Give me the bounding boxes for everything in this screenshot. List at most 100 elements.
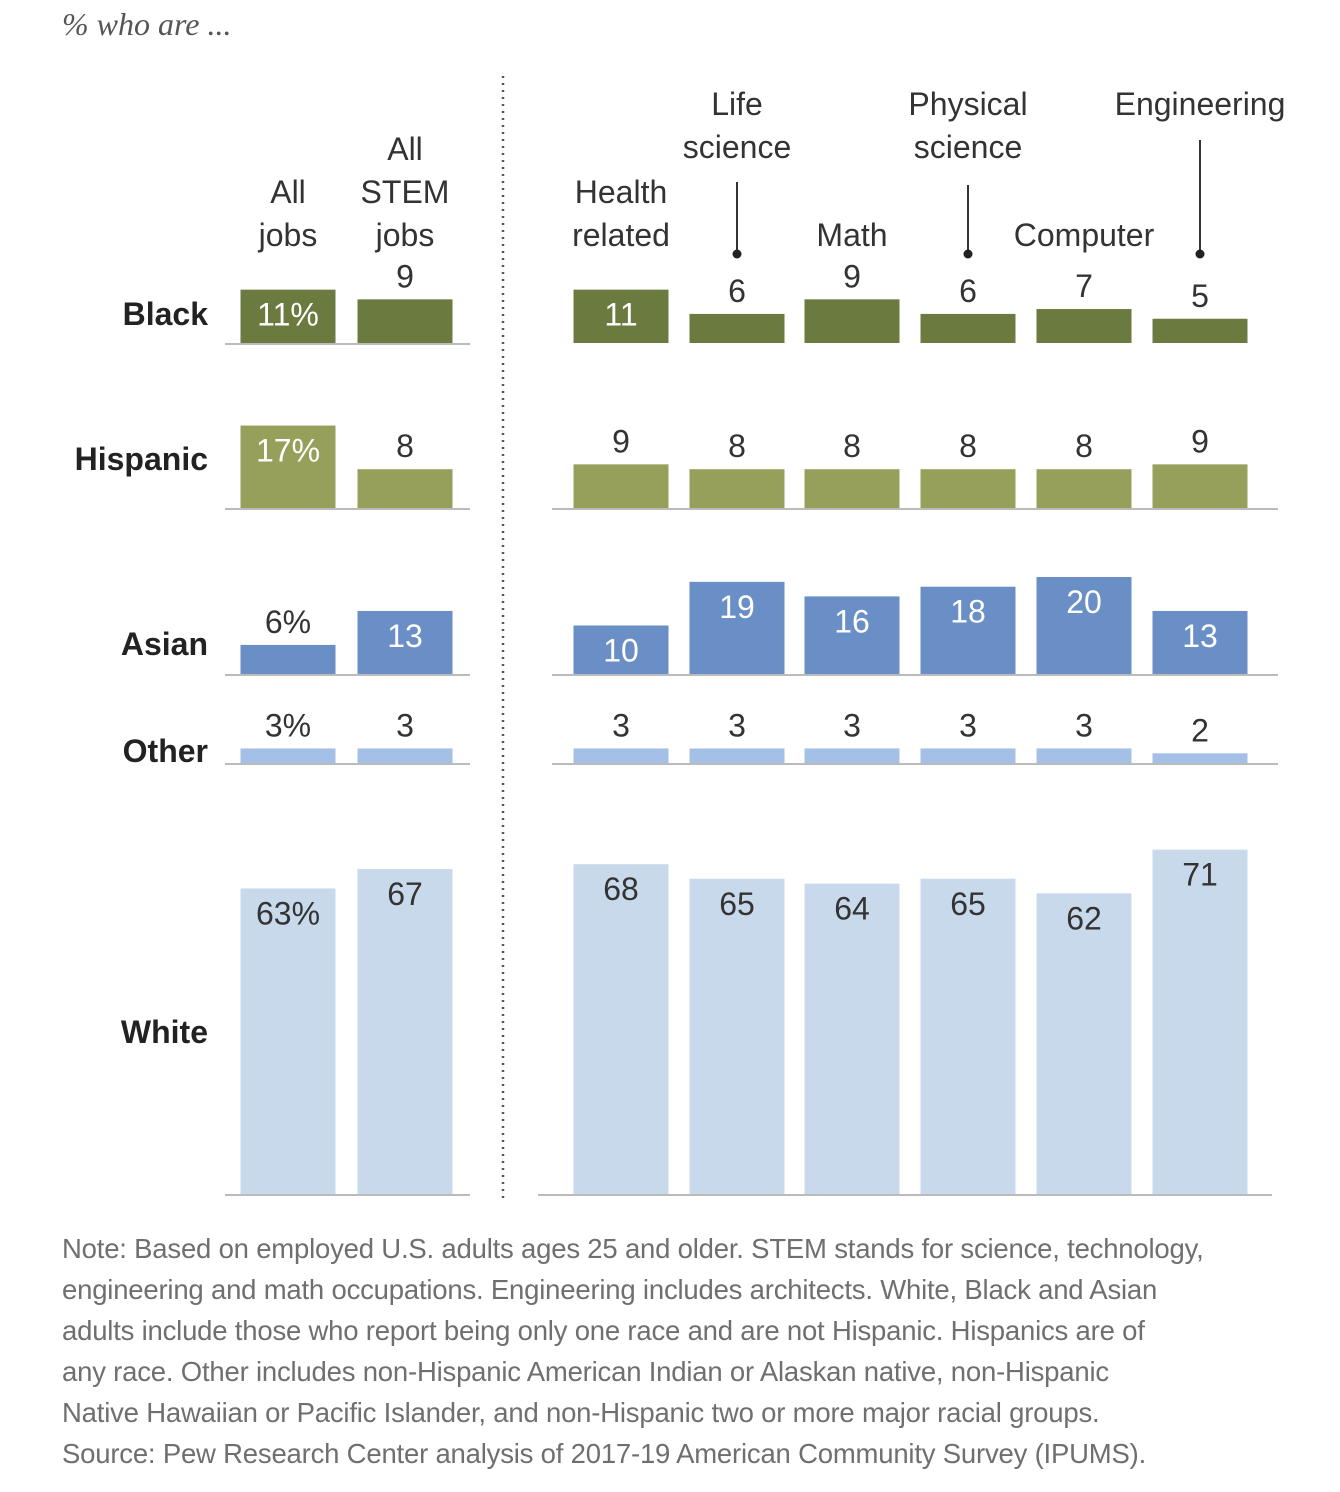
data-label: 3	[728, 707, 746, 743]
data-label: 64	[834, 891, 870, 927]
bar	[804, 748, 900, 763]
category-label: Computer	[1014, 217, 1155, 253]
bar	[804, 299, 900, 343]
row-label: Hispanic	[75, 441, 208, 477]
data-label: 3	[1075, 707, 1093, 743]
data-label: 63%	[256, 895, 320, 931]
bar	[357, 748, 453, 763]
bar	[804, 469, 900, 508]
data-label: 8	[843, 428, 861, 464]
bar	[1036, 748, 1132, 763]
category-label-line: STEM	[361, 174, 450, 210]
data-label: 9	[396, 258, 414, 294]
data-label: 8	[396, 428, 414, 464]
category-label-line: science	[914, 129, 1023, 165]
bar	[240, 748, 336, 763]
data-label: 3	[612, 707, 630, 743]
category-label-line: All	[270, 174, 306, 210]
category-label: Physical science	[908, 86, 1027, 165]
bar	[1036, 577, 1132, 674]
note-line: adults include those who report being on…	[62, 1315, 1145, 1346]
data-label: 20	[1066, 584, 1102, 620]
data-label: 6	[728, 273, 746, 309]
bar	[573, 625, 669, 674]
race-by-stem-occupation-chart: All jobs All STEM jobs Health related Life scien…	[75, 76, 1286, 1200]
data-label: 19	[719, 589, 755, 625]
category-label-line: Math	[816, 217, 887, 253]
bar	[689, 748, 785, 763]
category-label-line: related	[572, 217, 670, 253]
data-label: 71	[1182, 857, 1218, 893]
row-label: White	[121, 1014, 208, 1050]
data-label: 7	[1075, 268, 1093, 304]
data-label: 18	[950, 594, 986, 630]
bar	[1036, 309, 1132, 343]
bar	[573, 289, 669, 343]
bar	[920, 313, 1016, 343]
bar	[357, 869, 453, 1194]
bar	[573, 464, 669, 508]
category-label-line: jobs	[375, 217, 435, 253]
category-label: Engineering	[1115, 86, 1286, 122]
category-label: Math	[816, 217, 887, 253]
data-label: 5	[1191, 278, 1209, 314]
row-black: Black 11% 9 11 6 9 6 7 5	[123, 258, 1248, 345]
bar	[240, 644, 336, 674]
bar	[689, 469, 785, 508]
bar	[1152, 318, 1248, 343]
category-label: All jobs	[258, 174, 318, 253]
data-label: 13	[1182, 618, 1218, 654]
category-label: Health related	[572, 174, 670, 253]
bar	[573, 864, 669, 1194]
row-white: White 63% 67 68 65 64 65 62 71	[121, 849, 1272, 1196]
data-label: 8	[1075, 428, 1093, 464]
bar	[920, 878, 1016, 1194]
bar	[1036, 893, 1132, 1194]
row-label: Asian	[121, 626, 208, 662]
bar	[573, 748, 669, 763]
bar	[357, 299, 453, 343]
subtitle: % who are ...	[62, 6, 232, 42]
category-label-line: Engineering	[1115, 86, 1286, 122]
category-label-line: Health	[575, 174, 668, 210]
bar	[1036, 469, 1132, 508]
data-label: 9	[612, 423, 630, 459]
data-label: 65	[719, 886, 755, 922]
row-other: Other 3% 3 3 3 3 3 3 2	[123, 707, 1278, 769]
bar	[357, 610, 453, 674]
data-label: 62	[1066, 900, 1102, 936]
category-label-line: Life	[711, 86, 763, 122]
data-label: 68	[603, 871, 639, 907]
data-label: 16	[834, 603, 870, 639]
note-line: any race. Other includes non-Hispanic Am…	[62, 1356, 1109, 1387]
data-label: 65	[950, 886, 986, 922]
row-hispanic: Hispanic 17% 8 9 8 8 8 8 9	[75, 423, 1278, 510]
data-label: 13	[387, 618, 423, 654]
leader-dot	[1195, 249, 1205, 259]
leader-dot	[963, 249, 973, 259]
bar	[1152, 464, 1248, 508]
bar	[804, 596, 900, 674]
row-label: Black	[123, 296, 209, 332]
data-label: 3	[396, 707, 414, 743]
note-line: Source: Pew Research Center analysis of …	[62, 1438, 1147, 1469]
category-label: All STEM jobs	[361, 131, 450, 253]
category-label-line: Physical	[908, 86, 1027, 122]
data-label: 6%	[265, 604, 311, 640]
category-label-line: Computer	[1014, 217, 1155, 253]
data-label: 9	[1191, 423, 1209, 459]
category-label-line: science	[683, 129, 792, 165]
note-line: engineering and math occupations. Engine…	[62, 1274, 1158, 1305]
note-line: Note: Based on employed U.S. adults ages…	[62, 1233, 1204, 1264]
bar	[920, 469, 1016, 508]
bar	[1152, 849, 1248, 1194]
leader-dot	[732, 249, 742, 259]
data-label: 11%	[257, 297, 319, 333]
bar	[240, 425, 336, 508]
data-label: 10	[603, 633, 639, 669]
data-label: 9	[843, 258, 861, 294]
bar	[357, 469, 453, 508]
data-label: 8	[959, 428, 977, 464]
bar	[804, 883, 900, 1194]
bar	[240, 888, 336, 1194]
